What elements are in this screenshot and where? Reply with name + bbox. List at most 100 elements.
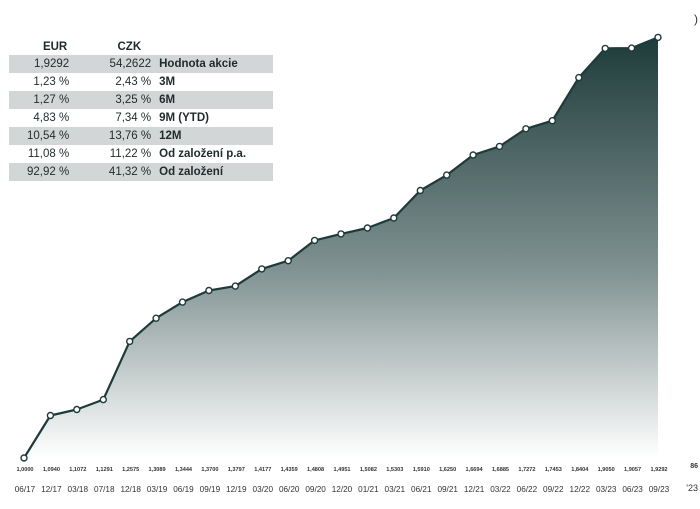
value-label: 1,9050 bbox=[598, 467, 615, 473]
data-point bbox=[363, 224, 372, 232]
x-tick-label: 03/21 bbox=[385, 485, 406, 494]
czk-value: 11,22 % bbox=[109, 148, 152, 160]
data-point bbox=[178, 298, 187, 306]
value-label: 1,0940 bbox=[43, 467, 60, 473]
edge-category-label: '23 bbox=[686, 483, 698, 493]
data-point bbox=[416, 186, 424, 195]
table-row: 1,23 % 2,43 % 3M bbox=[9, 73, 273, 91]
table-row: 92,92 % 41,32 % Od založení bbox=[9, 163, 273, 181]
data-point bbox=[20, 454, 28, 462]
x-tick-label: 06/20 bbox=[279, 485, 300, 494]
row-label: 12M bbox=[151, 127, 273, 145]
value-label: 1,3797 bbox=[228, 467, 245, 473]
value-label: 1,6694 bbox=[466, 467, 484, 473]
data-point bbox=[575, 73, 583, 82]
data-point bbox=[627, 44, 636, 52]
header-eur: EUR bbox=[42, 40, 68, 53]
x-tick-label: 06/19 bbox=[173, 485, 194, 494]
edge-marker: ) bbox=[694, 12, 698, 26]
value-label: 1,8404 bbox=[571, 467, 589, 473]
data-point bbox=[469, 151, 477, 159]
value-label: 1,6885 bbox=[492, 467, 509, 473]
eur-value: 1,27 % bbox=[9, 91, 70, 109]
x-tick-label: 09/20 bbox=[305, 485, 326, 494]
eur-value: 92,92 % bbox=[9, 163, 70, 181]
czk-value: 3,25 % bbox=[69, 91, 152, 109]
data-point bbox=[46, 411, 55, 420]
data-point bbox=[73, 405, 81, 414]
x-tick-label: 03/18 bbox=[68, 485, 89, 494]
x-tick-label: 06/23 bbox=[622, 485, 643, 494]
value-label: 1,3089 bbox=[149, 467, 166, 473]
table-row: 1,27 % 3,25 % 6M bbox=[9, 91, 273, 109]
header-label bbox=[151, 38, 273, 55]
x-tick-label: 12/22 bbox=[570, 485, 591, 494]
x-tick-label: 06/17 bbox=[15, 485, 36, 494]
data-point bbox=[284, 257, 292, 265]
czk-value: 41,32 % bbox=[69, 163, 152, 181]
value-label: 1,4177 bbox=[254, 467, 271, 473]
x-tick-label: 12/17 bbox=[41, 485, 62, 494]
czk-value: 2,43 % bbox=[115, 76, 152, 88]
data-point bbox=[522, 125, 530, 133]
value-label: 1,7453 bbox=[545, 467, 562, 473]
value-label: 1,5910 bbox=[413, 467, 430, 473]
table-row: 10,54 % 13,76 % 12M bbox=[9, 127, 273, 145]
eur-value: 4,83 % bbox=[33, 112, 70, 124]
x-tick-label: 03/22 bbox=[490, 485, 511, 494]
edge-value-label: 86 bbox=[690, 463, 698, 470]
data-point bbox=[390, 214, 398, 222]
x-tick-label: 12/18 bbox=[120, 485, 141, 494]
value-label: 1,1291 bbox=[96, 467, 113, 473]
value-label: 1,3444 bbox=[175, 467, 193, 473]
row-label: 6M bbox=[151, 91, 273, 109]
data-point bbox=[125, 337, 134, 346]
value-label: 1,4808 bbox=[307, 467, 324, 473]
x-tick-label: 06/21 bbox=[411, 485, 432, 494]
data-point bbox=[601, 44, 609, 53]
data-point bbox=[258, 265, 266, 273]
row-label: Od založení bbox=[151, 163, 273, 181]
eur-value: 11,08 % bbox=[27, 148, 70, 160]
x-tick-label: 09/19 bbox=[200, 485, 221, 494]
value-label: 1,0000 bbox=[16, 467, 33, 473]
table-row: 11,08 % 11,22 % Od založení p.a. bbox=[9, 145, 273, 163]
table-row: 4,83 % 7,34 % 9M (YTD) bbox=[9, 109, 273, 127]
czk-value: 13,76 % bbox=[69, 127, 152, 145]
x-tick-label: 12/21 bbox=[464, 485, 485, 494]
x-tick-label: 09/21 bbox=[437, 485, 458, 494]
x-tick-label: 01/21 bbox=[358, 485, 379, 494]
data-point bbox=[654, 33, 662, 42]
eur-value: 10,54 % bbox=[9, 127, 70, 145]
data-point bbox=[231, 282, 240, 290]
value-label: 1,9057 bbox=[624, 467, 641, 473]
row-label: Od založení p.a. bbox=[159, 148, 247, 160]
eur-value: 1,23 % bbox=[33, 76, 70, 88]
x-tick-label: 03/19 bbox=[147, 485, 168, 494]
x-tick-label: 09/23 bbox=[649, 485, 670, 494]
eur-value: 1,9292 bbox=[9, 55, 70, 73]
performance-table: EUR CZK 1,9292 54,2622 Hodnota akcie 1,2… bbox=[9, 38, 273, 181]
x-tick-label: 06/22 bbox=[517, 485, 538, 494]
value-label: 1,3700 bbox=[201, 467, 218, 473]
x-tick-label: 12/19 bbox=[226, 485, 247, 494]
data-point bbox=[99, 395, 108, 404]
x-tick-label: 07/18 bbox=[94, 485, 115, 494]
x-tick-label: 03/20 bbox=[253, 485, 274, 494]
x-tick-label: 09/22 bbox=[543, 485, 564, 494]
header-czk: CZK bbox=[117, 40, 142, 53]
czk-value: 7,34 % bbox=[115, 112, 152, 124]
area-fill bbox=[24, 37, 658, 459]
value-label: 1,7272 bbox=[518, 467, 535, 473]
value-label: 1,9292 bbox=[650, 467, 667, 473]
value-label: 1,1072 bbox=[69, 467, 86, 473]
data-point bbox=[337, 230, 345, 238]
data-point bbox=[205, 286, 213, 295]
value-label: 1,4951 bbox=[333, 467, 350, 473]
value-label: 1,2575 bbox=[122, 467, 139, 473]
data-point bbox=[548, 116, 556, 125]
table-header-row: EUR CZK bbox=[9, 38, 273, 55]
row-label: 9M (YTD) bbox=[159, 112, 209, 124]
row-label: Hodnota akcie bbox=[151, 55, 273, 73]
